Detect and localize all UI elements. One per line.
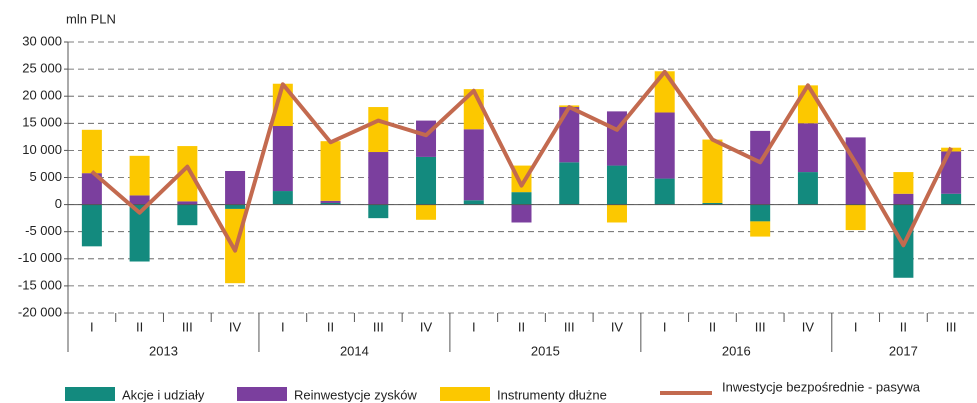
bar xyxy=(368,152,389,205)
year-label: 2016 xyxy=(722,343,751,358)
x-tick-label: IV xyxy=(229,319,242,334)
y-tick-label: -10 000 xyxy=(18,250,62,265)
bar xyxy=(272,83,293,127)
bar xyxy=(702,202,723,205)
bar xyxy=(750,130,771,205)
x-tick-label: II xyxy=(709,319,716,334)
bar xyxy=(81,204,102,247)
bar xyxy=(559,162,580,205)
bar xyxy=(368,204,389,219)
x-tick-label: I xyxy=(90,319,94,334)
x-tick-label: II xyxy=(136,319,143,334)
bar xyxy=(654,112,675,179)
bar xyxy=(559,107,580,163)
legend-swatch xyxy=(440,387,490,401)
legend-label: Instrumenty dłużne xyxy=(497,387,607,402)
x-tick-label: III xyxy=(564,319,575,334)
bar xyxy=(416,156,437,205)
x-tick-label: I xyxy=(663,319,667,334)
y-tick-label: -20 000 xyxy=(18,304,62,319)
x-tick-label: II xyxy=(327,319,334,334)
legend-swatch xyxy=(65,387,115,401)
bar xyxy=(81,129,102,174)
bar xyxy=(129,195,150,205)
legend-swatch xyxy=(237,387,287,401)
x-tick-label: II xyxy=(900,319,907,334)
y-tick-label: 0 xyxy=(55,196,62,211)
bar xyxy=(606,204,627,223)
x-tick-label: I xyxy=(281,319,285,334)
bar xyxy=(750,221,771,237)
bar xyxy=(654,178,675,205)
bar xyxy=(320,202,341,205)
x-tick-label: IV xyxy=(611,319,624,334)
bar xyxy=(272,126,293,192)
legend-label: Reinwestycje zysków xyxy=(294,387,417,402)
x-tick-label: I xyxy=(472,319,476,334)
bar xyxy=(463,200,484,205)
y-unit: mln PLN xyxy=(66,11,116,26)
x-tick-label: IV xyxy=(802,319,815,334)
x-tick-label: III xyxy=(755,319,766,334)
y-tick-label: -5 000 xyxy=(25,223,62,238)
x-tick-label: III xyxy=(373,319,384,334)
legend-label: Inwestycje bezpośrednie - pasywa xyxy=(722,379,921,394)
line-series xyxy=(90,69,953,253)
bar xyxy=(177,146,198,202)
year-label: 2015 xyxy=(531,343,560,358)
bar xyxy=(750,204,771,222)
bar xyxy=(606,165,627,205)
y-tick-label: 20 000 xyxy=(22,88,62,103)
bar xyxy=(177,201,198,205)
bar xyxy=(272,191,293,205)
bar xyxy=(225,170,246,205)
bar xyxy=(511,204,532,223)
bar xyxy=(463,129,484,201)
year-label: 2017 xyxy=(889,343,918,358)
y-tick-label: 10 000 xyxy=(22,142,62,157)
y-tick-label: 15 000 xyxy=(22,115,62,130)
y-tick-label: 25 000 xyxy=(22,61,62,76)
bar xyxy=(702,139,723,203)
bar xyxy=(893,193,914,205)
bar xyxy=(177,204,198,226)
y-tick-label: 5 000 xyxy=(29,169,62,184)
bar xyxy=(797,123,818,173)
legend-label: Akcje i udziały xyxy=(122,387,205,402)
x-tick-label: III xyxy=(182,319,193,334)
bar xyxy=(320,141,341,201)
bar xyxy=(941,193,962,205)
bar xyxy=(797,85,818,124)
bar xyxy=(416,204,437,220)
year-label: 2014 xyxy=(340,343,369,358)
bar xyxy=(129,204,150,262)
y-tick-label: 30 000 xyxy=(22,33,62,48)
x-tick-label: III xyxy=(946,319,957,334)
bar xyxy=(511,192,532,205)
bar xyxy=(368,107,389,153)
bar xyxy=(320,200,341,203)
bar xyxy=(845,204,866,231)
y-tick-label: -15 000 xyxy=(18,277,62,292)
bar xyxy=(893,172,914,194)
bar xyxy=(225,204,246,209)
bar xyxy=(797,172,818,205)
x-tick-label: IV xyxy=(420,319,433,334)
bar xyxy=(81,173,102,205)
x-tick-label: II xyxy=(518,319,525,334)
year-label: 2013 xyxy=(149,343,178,358)
bar xyxy=(129,155,150,196)
x-tick-label: I xyxy=(854,319,858,334)
